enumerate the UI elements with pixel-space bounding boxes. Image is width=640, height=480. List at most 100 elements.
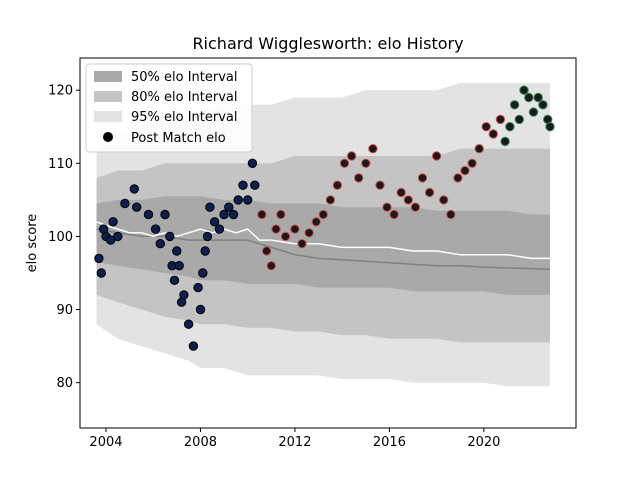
post-match-point	[195, 304, 206, 315]
post-match-point	[193, 282, 203, 293]
post-match-point	[505, 122, 515, 132]
y-tick-label: 100	[48, 230, 73, 245]
post-match-point	[389, 209, 399, 220]
post-match-point	[169, 275, 180, 285]
post-match-point	[318, 209, 328, 220]
post-match-point	[202, 231, 213, 242]
post-match-point	[113, 231, 123, 242]
post-match-point	[188, 341, 199, 351]
post-match-point	[290, 224, 300, 234]
post-match-point	[528, 107, 539, 117]
post-match-point	[403, 195, 413, 205]
y-tick-label: 90	[56, 303, 73, 318]
post-match-point	[474, 144, 484, 154]
legend-label-50: 50% elo Interval	[131, 70, 238, 85]
post-match-point	[424, 187, 435, 198]
post-match-point	[150, 224, 161, 234]
y-axis: 80 90 100 110 120	[48, 84, 80, 391]
post-match-point	[129, 184, 140, 194]
post-match-point	[533, 92, 543, 103]
post-match-point	[524, 92, 534, 103]
legend-swatch-50	[94, 71, 122, 82]
band-50-interval	[96, 196, 550, 295]
plot-area	[79, 57, 577, 429]
post-match-point	[198, 268, 208, 278]
post-match-point	[271, 224, 281, 234]
legend-label-80: 80% elo Interval	[131, 90, 238, 105]
post-match-point	[481, 122, 491, 132]
post-match-point	[417, 173, 428, 183]
post-match-point	[514, 114, 524, 125]
legend: 50% elo Interval 80% elo Interval 95% el…	[85, 63, 253, 153]
x-tick-label: 2008	[184, 435, 217, 450]
post-match-point	[346, 151, 357, 161]
legend-swatch-80	[94, 91, 122, 102]
post-match-point	[132, 202, 142, 212]
post-match-point	[446, 209, 456, 220]
legend-label-95: 95% elo Interval	[131, 110, 238, 125]
post-match-point	[247, 158, 258, 169]
post-match-point	[96, 268, 107, 278]
y-axis-label: elo score	[25, 214, 40, 273]
y-tick-label: 120	[48, 84, 73, 99]
post-match-point	[375, 180, 385, 190]
post-match-point	[431, 151, 442, 161]
x-tick-label: 2004	[89, 435, 122, 450]
post-match-point	[174, 261, 184, 271]
post-match-point	[368, 144, 378, 154]
legend-label-post-match: Post Match elo	[131, 131, 226, 146]
x-tick-label: 2012	[278, 435, 311, 450]
post-match-point	[266, 261, 276, 271]
post-match-point	[214, 224, 225, 234]
post-match-point	[297, 239, 307, 249]
post-match-point	[106, 235, 116, 245]
post-match-point	[538, 100, 548, 110]
post-match-point	[332, 180, 343, 190]
post-match-point	[509, 100, 520, 110]
post-match-point	[519, 85, 529, 95]
post-match-point	[467, 158, 477, 169]
post-match-point	[488, 129, 498, 139]
post-match-point	[382, 202, 392, 212]
legend-swatch-95	[94, 111, 122, 122]
post-match-point	[183, 319, 194, 329]
post-match-point	[155, 239, 166, 249]
legend-box	[85, 63, 253, 153]
post-match-point	[160, 209, 170, 220]
post-match-point	[361, 158, 371, 169]
x-tick-label: 2016	[373, 435, 406, 450]
post-match-point	[94, 253, 104, 264]
post-match-point	[228, 209, 239, 220]
post-match-point	[224, 202, 234, 212]
post-match-point	[120, 198, 130, 209]
post-match-point	[460, 165, 470, 176]
post-match-point	[453, 173, 463, 183]
post-match-point	[439, 195, 449, 205]
plot-frame	[79, 57, 577, 429]
post-match-point	[339, 158, 350, 169]
chart-title: Richard Wigglesworth: elo History	[192, 34, 463, 53]
legend-marker-post-match	[103, 132, 113, 142]
post-match-point	[250, 180, 260, 190]
post-match-point	[495, 114, 506, 125]
post-match-point	[200, 246, 210, 256]
post-match-point	[276, 209, 286, 220]
post-match-point	[257, 209, 267, 220]
post-match-point	[238, 180, 248, 190]
post-match-point	[500, 136, 510, 147]
post-match-point	[179, 290, 189, 300]
post-match-point	[143, 209, 154, 220]
post-match-point	[545, 122, 555, 132]
post-match-point	[243, 195, 253, 205]
x-tick-label: 2020	[467, 435, 500, 450]
post-match-point	[354, 173, 364, 183]
post-match-point	[280, 231, 291, 242]
post-match-point	[165, 231, 175, 242]
y-tick-label: 80	[56, 376, 73, 391]
post-match-point	[325, 195, 336, 205]
post-match-point	[396, 187, 406, 198]
post-match-point	[205, 202, 215, 212]
post-match-point	[311, 217, 321, 227]
post-match-point	[219, 209, 229, 220]
